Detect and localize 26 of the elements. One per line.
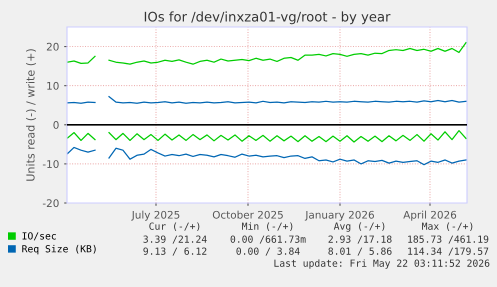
y-tick-label: 20 [46, 42, 59, 51]
y-tick-label: -20 [42, 199, 59, 208]
legend-label: IO/sec [22, 232, 56, 240]
legend-label: Req Size (KB) [22, 244, 96, 254]
x-tick-label: October 2025 [212, 210, 283, 219]
text: 8.01 / 5.86 [328, 247, 392, 256]
text: 2.93 /17.18 [328, 235, 392, 244]
y-tick-label: 10 [47, 82, 59, 90]
text: 9.13 / 6.12 [143, 247, 206, 256]
y-axis-title: Units read (-) / write (+) [26, 49, 36, 181]
text: Avg (-/+) [334, 222, 384, 232]
text: 0.00 / 3.84 [236, 247, 300, 256]
chart-title: IOs for /dev/inxza01-vg/root - by year [144, 11, 390, 24]
x-tick-label: January 2026 [304, 210, 374, 221]
text: 114.34 /179.57 [408, 247, 488, 256]
x-tick-label: July 2025 [131, 210, 180, 221]
text: 185.73 /461.19 [408, 235, 488, 244]
text: Max (-/+) [422, 222, 472, 231]
y-tick-label: 0 [53, 121, 59, 129]
x-tick-label: April 2026 [403, 210, 456, 221]
y-tick-label: -10 [42, 160, 59, 168]
text: 3.39 /21.24 [143, 235, 207, 244]
text: Cur (-/+) [149, 222, 200, 231]
text: Min (-/+) [242, 222, 292, 231]
text: 0.00 /661.73m [230, 235, 306, 244]
text: Last update: Fri May 22 03:11:52 2026 [274, 259, 490, 269]
